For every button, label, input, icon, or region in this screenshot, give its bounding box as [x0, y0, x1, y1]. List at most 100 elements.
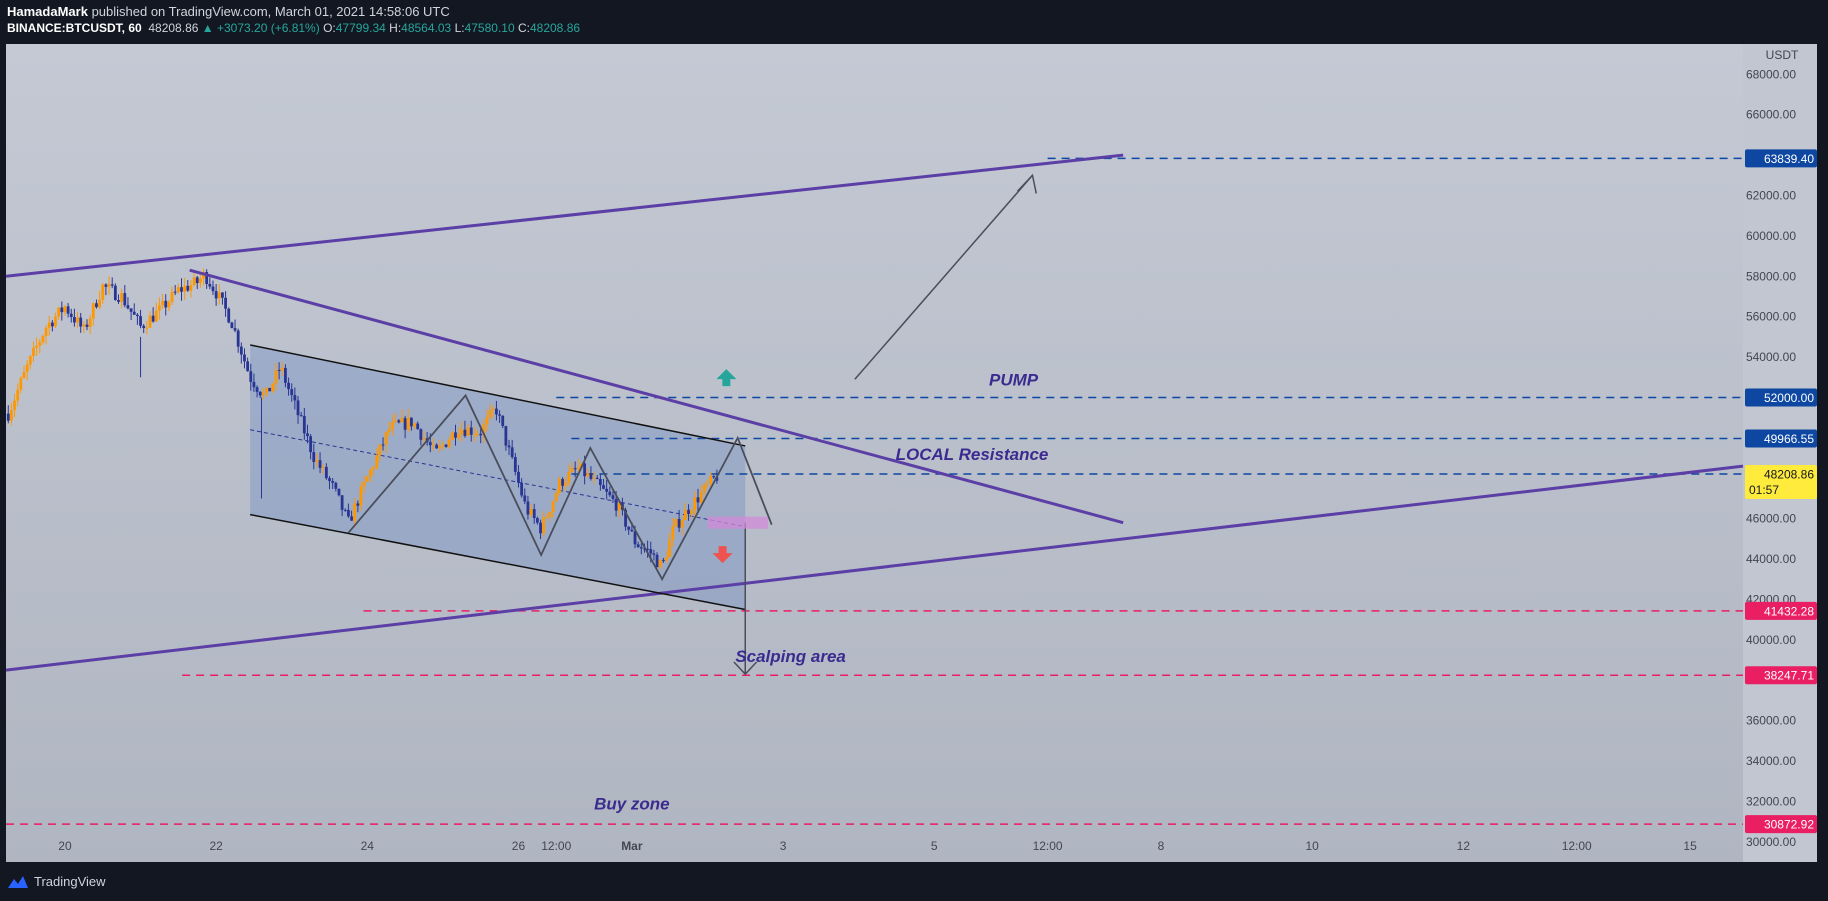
zigzag-path: [347, 393, 773, 582]
candle-body-97: [312, 452, 316, 462]
trendlines: [5, 153, 1744, 672]
candle-body-118: [378, 444, 382, 456]
candle-body-216: [687, 509, 690, 514]
candle-body-224: [712, 476, 716, 478]
candle-body-34: [113, 285, 117, 301]
candle-body-164: [523, 495, 527, 502]
price-chart[interactable]: 68000.0066000.0064000.0062000.0060000.00…: [0, 44, 1828, 863]
currency-label: USDT: [1766, 48, 1799, 62]
candle-body-8: [32, 347, 35, 357]
candle-body-90: [290, 389, 294, 396]
candle-body-208: [661, 559, 665, 561]
price-tag-text-2: 49966.55: [1764, 432, 1814, 446]
candle-body-194: [617, 502, 621, 511]
candle-body-22: [76, 317, 79, 323]
y-tick-label-17: 34000.00: [1746, 754, 1796, 768]
candle-body-41: [135, 314, 139, 317]
candle-body-197: [627, 526, 631, 530]
candle-body-60: [195, 277, 199, 284]
candle-body-102: [328, 478, 331, 482]
candle-body-86: [277, 370, 281, 372]
candle-body-137: [438, 445, 442, 449]
candle-body-52: [170, 291, 174, 302]
candle-body-70: [227, 308, 231, 323]
candle-body-63: [205, 271, 209, 284]
candle-body-25: [85, 324, 89, 327]
brand-name[interactable]: TradingView: [34, 874, 106, 889]
candle-body-4: [19, 378, 23, 390]
candle-body-46: [151, 315, 155, 322]
candle-body-175: [558, 479, 561, 493]
x-tick-label-2: 24: [361, 839, 375, 853]
candle-body-39: [129, 308, 133, 312]
y-tick-label-19: 30000.00: [1746, 835, 1796, 849]
candle-body-126: [403, 418, 407, 430]
candle-body-108: [347, 509, 350, 517]
candle-body-15: [54, 316, 57, 327]
candle-body-43: [142, 325, 146, 328]
candle-body-215: [684, 509, 687, 521]
candle-body-49: [161, 300, 164, 306]
candle-body-24: [82, 324, 86, 327]
candle-body-28: [95, 303, 98, 308]
candle-body-3: [16, 389, 20, 401]
candle-body-146: [466, 427, 470, 436]
price-tag-text-1: 52000.00: [1764, 391, 1814, 405]
ohlc-legend: BINANCE:BTCUSDT, 60 48208.86 ▲ +3073.20 …: [7, 21, 580, 35]
candle-body-101: [324, 466, 328, 479]
x-tick-label-11: 12: [1457, 839, 1471, 853]
price-change: ▲ +3073.20 (+6.81%): [201, 21, 320, 35]
close-value: 48208.86: [529, 21, 581, 35]
annotation-0: PUMP: [989, 370, 1039, 389]
candle-body-210: [668, 539, 672, 558]
author-name[interactable]: HamadaMark: [7, 4, 88, 19]
y-tick-label-11: 46000.00: [1746, 512, 1796, 526]
candle-body-139: [444, 444, 448, 447]
candle-body-183: [583, 463, 587, 477]
candle-body-189: [602, 485, 605, 489]
candle-body-188: [598, 478, 602, 486]
candle-body-143: [457, 434, 461, 438]
high-value: 48564.03: [401, 21, 452, 35]
candle-body-201: [639, 547, 643, 549]
symbol-interval[interactable]: BINANCE:BTCUSDT, 60: [7, 21, 142, 35]
candle-body-152: [485, 417, 489, 425]
price-axis-background[interactable]: [1743, 44, 1817, 862]
candle-body-67: [217, 292, 221, 299]
candle-body-122: [391, 421, 394, 430]
candle-body-93: [299, 415, 303, 417]
up-arrow-icon: [716, 369, 737, 387]
candle-body-134: [428, 442, 432, 446]
candle-body-205: [652, 553, 656, 555]
price-tag-text-4: 41432.28: [1764, 604, 1814, 618]
candle-body-168: [535, 518, 539, 523]
annotations: PUMP LOCAL Resistance Scalping area Buy zon…: [594, 370, 1048, 813]
candle-body-154: [491, 408, 495, 410]
y-tick-label-1: 66000.00: [1746, 108, 1796, 122]
price-tag-bg-1: [1745, 388, 1817, 407]
last-price-tag: 48208.86: [1764, 468, 1814, 482]
liquidity-box: [707, 516, 768, 529]
candle-body-91: [293, 395, 297, 401]
trendline-3: [249, 344, 746, 447]
channel-midline: [250, 429, 746, 528]
candle-body-71: [230, 322, 234, 329]
candle-body-166: [529, 509, 533, 515]
candle-body-180: [573, 468, 577, 470]
tradingview-logo-icon[interactable]: [6, 874, 30, 890]
price-tag-bg-5: [1745, 666, 1817, 685]
candle-body-198: [630, 529, 634, 532]
candle-body-103: [331, 481, 335, 483]
candle-body-98: [315, 460, 319, 462]
candle-body-151: [482, 424, 486, 436]
x-tick-label-5: Mar: [621, 839, 643, 853]
candle-body-38: [126, 305, 130, 309]
candle-body-66: [214, 291, 218, 299]
candle-body-209: [665, 557, 668, 561]
candle-body-92: [296, 400, 300, 416]
candle-body-159: [507, 445, 511, 448]
candlesticks: [6, 268, 719, 570]
candle-body-169: [539, 522, 542, 534]
horizontal-levels: [6, 157, 1743, 825]
candle-body-54: [176, 287, 180, 293]
